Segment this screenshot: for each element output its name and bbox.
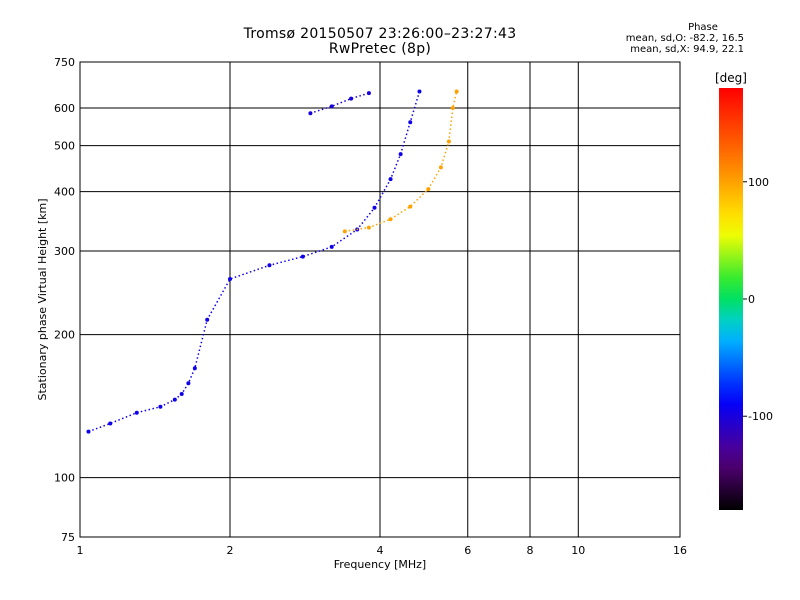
y-tick-label: 600 [54,102,75,115]
colorbar [719,88,743,510]
trace-point [454,89,459,94]
chart-subtitle: RwPretec (8p) [328,41,432,57]
trace-line [310,92,370,115]
y-tick-label: 300 [54,245,75,258]
y-tick-label: 500 [54,140,75,153]
trace-line [88,91,421,433]
x-tick-label: 2 [227,544,234,557]
y-tick-label: 75 [61,531,75,544]
y-tick-label: 400 [54,186,75,199]
x-tick-label: 1 [77,544,84,557]
y-tick-label: 100 [54,472,75,485]
legend-stats-x: mean, sd,X: 94.9, 22.1 [630,44,744,55]
legend-header: Phase [688,22,718,33]
trace-point [450,106,455,111]
trace-point [388,217,393,222]
x-tick-label: 4 [377,544,384,557]
x-tick-label: 8 [527,544,534,557]
x-tick-label: 6 [464,544,471,557]
y-tick-label: 200 [54,329,75,342]
chart-title: Tromsø 20150507 23:26:00–23:27:43 [243,26,517,42]
trace-line [344,91,458,233]
colorbar-tick-label: -100 [748,410,773,423]
colorbar-tick-label: 0 [748,293,755,306]
legend-stats-o: mean, sd,O: -82.2, 16.5 [625,33,744,44]
colorbar-label: [deg] [715,71,747,85]
y-axis-label: Stationary phase Virtual Height [km] [36,198,49,400]
x-tick-label: 16 [673,544,687,557]
x-axis-label: Frequency [MHz] [334,558,426,571]
y-tick-label: 750 [54,56,75,69]
x-tick-label: 10 [571,544,585,557]
colorbar-tick-label: 100 [748,176,769,189]
